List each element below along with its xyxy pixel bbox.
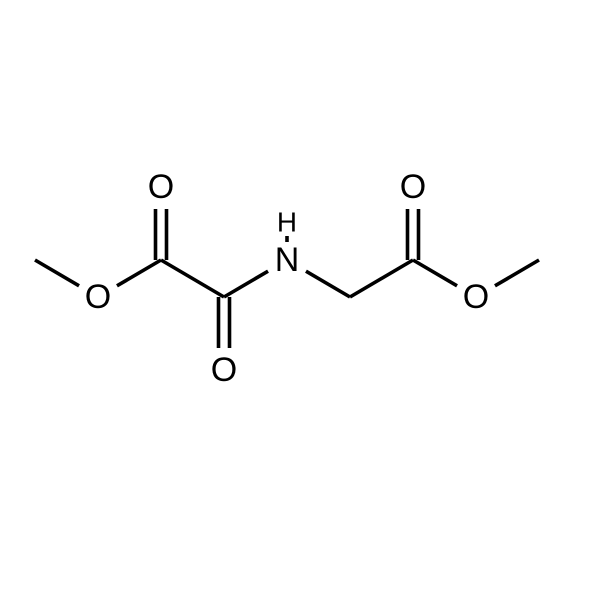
- atom-label-o: O: [463, 278, 489, 316]
- bond-line: [117, 260, 161, 286]
- bond-line: [350, 260, 413, 297]
- atom-label-n: N: [275, 241, 300, 279]
- bond-line: [413, 260, 457, 286]
- bond-line: [495, 260, 539, 286]
- atom-label-o: O: [148, 168, 174, 206]
- bond-line: [35, 260, 79, 286]
- atom-label-o: O: [400, 168, 426, 206]
- atom-label-o: O: [211, 351, 237, 389]
- bond-line: [224, 271, 268, 297]
- bond-line: [306, 271, 350, 297]
- chemical-structure: O O O NH O O: [0, 0, 600, 600]
- atom-label-o: O: [85, 278, 111, 316]
- bond-line: [161, 260, 224, 297]
- atom-label-h: H: [277, 207, 297, 238]
